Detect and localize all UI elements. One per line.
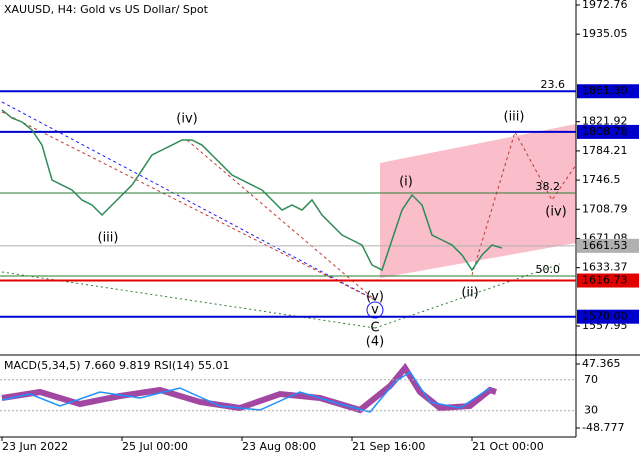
y-tick-label: 47.365	[582, 357, 621, 370]
x-tick-label: 23 Jun 2022	[2, 440, 68, 453]
level-price-box	[577, 84, 639, 99]
trend-line	[1, 101, 376, 301]
price-line	[1, 109, 503, 272]
chart-title: XAUUSD, H4: Gold vs US Dollar/ Spot	[4, 3, 209, 16]
level-price-label: 1861.30	[582, 84, 628, 97]
level-price-label: 1570.00	[582, 310, 628, 323]
fib-label: 38.2	[536, 180, 561, 193]
trend-line	[1, 111, 376, 301]
y-tick-label: 1746.5	[582, 173, 621, 186]
rsi-line	[1, 370, 491, 413]
wave-label: (iii)	[98, 231, 119, 246]
level-price-box	[577, 124, 639, 139]
y-tick-label: 1708.79	[582, 202, 628, 215]
y-tick-label: 1821.92	[582, 115, 628, 128]
fib-label: 50.0	[536, 263, 561, 276]
level-price-box	[577, 273, 639, 288]
indicator-label: MACD(5,34,5) 7.660 9.819 RSI(14) 55.01	[4, 359, 229, 372]
forecast-path	[471, 130, 577, 276]
wave-label: (iv)	[176, 112, 197, 127]
wave-label: C	[370, 321, 379, 336]
trend-line	[186, 139, 376, 301]
fib-label: 23.6	[541, 78, 566, 91]
x-tick-label: 21 Sep 16:00	[352, 440, 425, 453]
level-price-label: 1808.78	[582, 125, 628, 138]
y-tick-label: 30	[584, 404, 598, 417]
y-tick-label: 1784.21	[582, 144, 628, 157]
wave-label: (ii)	[461, 286, 478, 301]
wave-circle	[366, 301, 384, 319]
level-price-box	[577, 309, 639, 324]
x-tick-label: 23 Aug 08:00	[242, 440, 316, 453]
x-tick-label: 25 Jul 00:00	[122, 440, 188, 453]
wave-label: (iv)	[545, 205, 566, 220]
y-tick-label: 1633.37	[582, 261, 628, 274]
x-tick-label: 21 Oct 00:00	[472, 440, 544, 453]
wave-label: (i)	[399, 175, 413, 190]
y-tick-label: -48.777	[582, 421, 624, 434]
level-price-box	[577, 238, 639, 253]
level-price-label: 1616.73	[582, 274, 628, 287]
level-price-label: 1661.53	[582, 239, 628, 252]
y-tick-label: 1972.76	[582, 0, 628, 11]
forecast-channel	[380, 124, 576, 278]
y-tick-label: 1935.05	[582, 27, 628, 40]
wave-label: (4)	[366, 335, 384, 350]
wave-label: v	[371, 303, 379, 318]
wave-label: (iii)	[504, 110, 525, 125]
wave-label: (v)	[366, 290, 384, 305]
y-tick-label: 70	[584, 373, 598, 386]
